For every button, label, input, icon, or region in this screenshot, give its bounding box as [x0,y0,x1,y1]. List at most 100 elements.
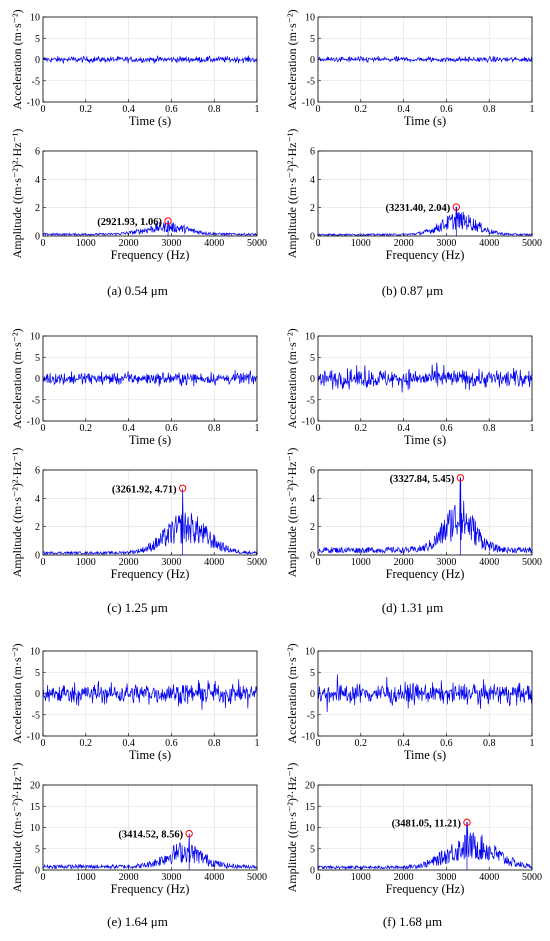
x-tick-label: 0.4 [397,738,410,749]
x-tick-label: 0 [316,872,321,883]
y-tick-label: 0 [35,374,40,385]
x-tick-label: 0.4 [122,423,135,434]
x-axis-label: Frequency (Hz) [111,882,190,896]
x-tick-label: 0 [316,738,321,749]
caption-b: (b) 0.87 μm [381,283,444,298]
x-tick-label: 4000 [204,557,224,568]
peak-marker [463,818,471,827]
peak-label: (3261.92, 4.71) [112,484,177,495]
axes-frame [42,469,258,556]
x-tick-label: 0.6 [165,104,178,115]
spectrum-trace [42,833,258,870]
y-tick-label: 0 [310,866,315,877]
y-axis-label: Amplitude ((m·s⁻²)²·Hz⁻¹) [10,763,24,893]
y-tick-label: 5 [35,844,40,855]
x-tick-label: 0.4 [122,738,135,749]
x-axis-label: Frequency (Hz) [386,248,465,262]
x-tick-label: 2000 [394,557,414,568]
x-tick-label: 0.8 [483,104,496,115]
y-axis-label: Acceleration (m·s⁻²) [285,328,299,428]
y-tick-label: -10 [302,732,315,743]
x-tick-label: 2000 [119,557,139,568]
y-tick-label: 0 [310,551,315,562]
x-tick-label: 1 [530,738,535,749]
peak-label: (3414.52, 8.56) [118,830,183,841]
acceleration-trace [42,679,258,710]
x-tick-label: 0 [41,423,46,434]
y-tick-label: 0 [35,55,40,66]
y-tick-label: 6 [310,147,315,158]
x-axis-label: Time (s) [129,748,171,762]
y-tick-label: 4 [35,175,40,186]
peak-label: (3481.05, 11.21) [392,818,462,829]
plot-f-time: 0 0.2 0.4 0.6 0.8 1 10 5 0 -5 -10 Time (s) Accelerat… [285,643,535,762]
y-tick-label: 0 [310,232,315,243]
x-tick-label: 1 [255,104,260,115]
acceleration-trace [317,55,533,64]
spectrum-trace [317,477,533,555]
x-tick-label: 0 [41,557,46,568]
x-tick-label: 1000 [76,557,96,568]
caption-a: (a) 0.54 μm [107,283,168,298]
x-tick-label: 0 [41,104,46,115]
y-tick-label: 10 [30,647,40,658]
x-tick-label: 0 [41,238,46,249]
x-axis-label: Frequency (Hz) [111,248,190,262]
x-tick-label: 0 [316,238,321,249]
plot-f-spectrum: (3481.05, 11.21) 0 1000 2000 3000 4000 5000 20 1… [285,763,542,896]
x-tick-label: 5000 [247,872,267,883]
x-axis-label: Time (s) [129,433,171,447]
y-axis-label: Acceleration (m·s⁻²) [285,9,299,109]
x-tick-label: 1 [255,423,260,434]
x-tick-label: 5000 [522,872,542,883]
plot-e-spectrum: (3414.52, 8.56) 0 1000 2000 3000 4000 5000 20 15… [10,763,267,896]
x-tick-label: 4000 [204,238,224,249]
x-tick-label: 0.6 [440,423,453,434]
plot-b-spectrum: (3231.40, 2.04) 0 1000 2000 3000 4000 5000 6 4 2 0… [285,129,542,262]
acceleration-trace [317,674,533,712]
y-tick-label: 0 [35,689,40,700]
peak-marker [164,217,172,225]
plot-b-time: 0 0.2 0.4 0.6 0.8 1 10 5 0 -5 -10 Time (s) Accelerat… [285,9,535,128]
x-tick-label: 0.2 [355,104,368,115]
y-axis-label: Amplitude ((m·s⁻²)²·Hz⁻¹) [285,763,299,893]
caption-f: (f) 1.68 μm [382,914,443,929]
peak-marker [452,203,461,211]
x-tick-label: 5000 [522,557,542,568]
x-tick-label: 4000 [479,238,499,249]
acceleration-trace [42,55,258,64]
x-tick-label: 0 [316,557,321,568]
y-tick-label: 10 [305,823,315,834]
y-tick-label: 0 [310,55,315,66]
x-tick-label: 0.8 [483,738,496,749]
x-tick-label: 4000 [479,557,499,568]
y-tick-label: 5 [310,668,315,679]
y-tick-label: 5 [35,668,40,679]
x-tick-label: 2000 [394,238,414,249]
plot-d-spectrum: (3327.84, 5.45) 0 1000 2000 3000 4000 5000 6 4 2 0… [285,448,542,581]
y-tick-label: 10 [305,13,315,24]
x-tick-label: 1000 [76,872,96,883]
x-tick-label: 5000 [522,238,542,249]
axes-frame [317,469,533,556]
x-tick-label: 4000 [204,872,224,883]
x-tick-label: 1000 [76,238,96,249]
axes-frame [317,150,533,237]
plot-c-spectrum: (3261.92, 4.71) 0 1000 2000 3000 4000 5000 6 4 2 0… [10,448,267,581]
x-tick-label: 0.8 [208,738,221,749]
y-tick-label: 4 [310,494,315,505]
y-tick-label: 4 [310,175,315,186]
x-tick-label: 3000 [161,872,181,883]
x-axis-label: Frequency (Hz) [386,567,465,581]
spectrum-trace [42,488,258,556]
y-tick-label: 20 [305,781,315,792]
y-tick-label: 15 [305,802,315,813]
y-tick-label: -5 [307,76,315,87]
y-tick-label: 5 [35,353,40,364]
y-tick-label: -10 [302,417,315,428]
plot-e-time: 0 0.2 0.4 0.6 0.8 1 10 5 0 -5 -10 Time (s) Accelerat… [10,643,260,762]
x-axis-label: Frequency (Hz) [111,567,190,581]
y-axis-label: Acceleration (m·s⁻²) [10,328,24,428]
x-tick-label: 1 [530,423,535,434]
